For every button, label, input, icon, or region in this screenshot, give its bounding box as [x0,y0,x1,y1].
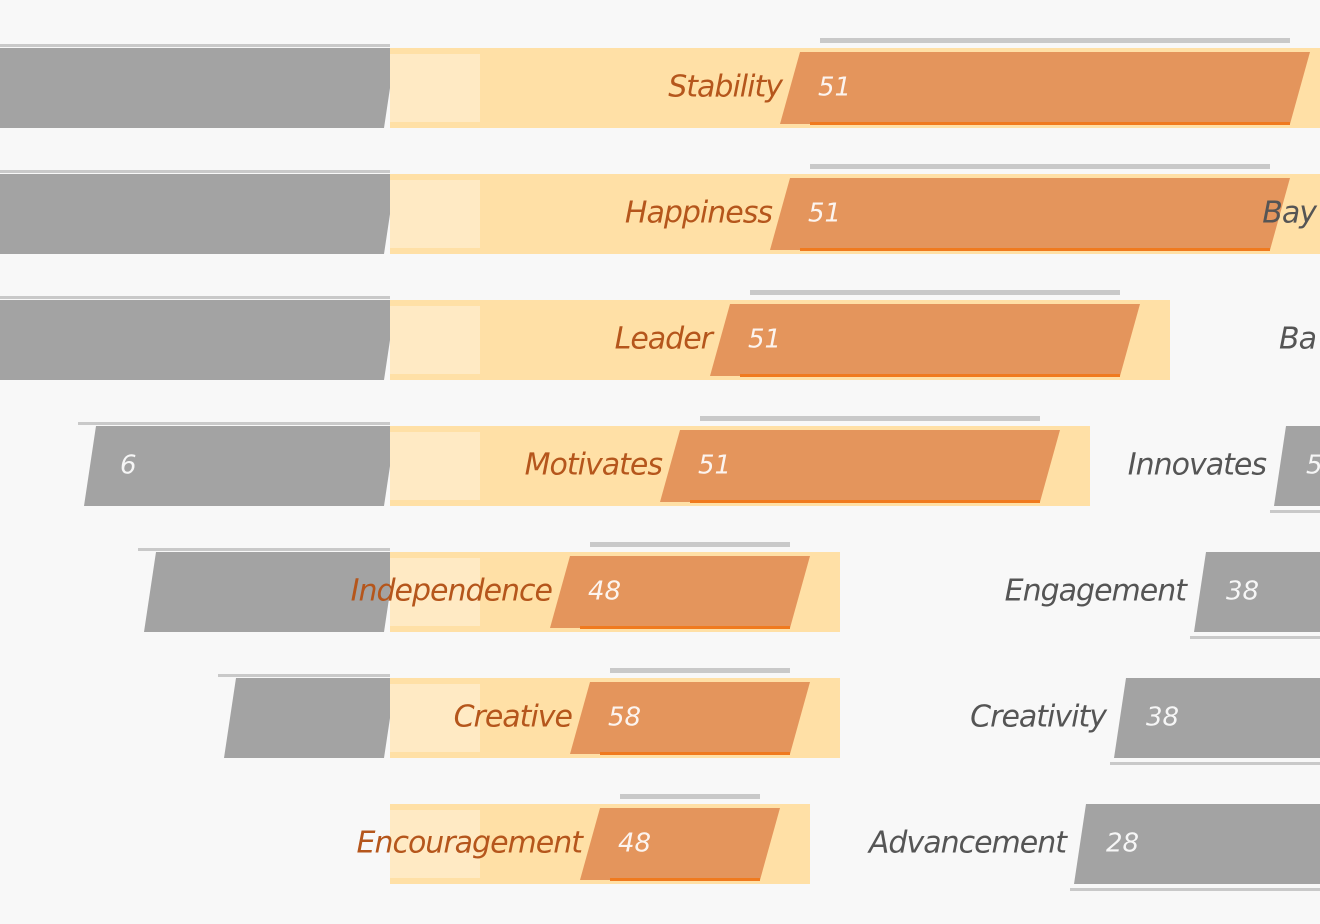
band-highlight [390,810,480,878]
orange-bar [570,682,810,754]
orange-bar-edge [690,500,1040,503]
left-bar [0,300,396,380]
orange-bar-shadow [620,794,760,799]
orange-bar-percent: 51 [808,199,841,229]
left-bar-shadow [218,674,390,677]
band-highlight [390,684,480,752]
left-bar-percent: 6 [120,451,137,481]
right-bar-label: Ba [1279,322,1316,357]
orange-bar [780,52,1310,124]
orange-bar-shadow [610,668,790,673]
orange-bar-label: Stability [668,70,784,105]
orange-bar-edge [800,248,1270,251]
orange-bar [550,556,810,628]
orange-bar-percent: 51 [818,73,851,103]
orange-bar-edge [610,878,760,881]
left-bar-shadow [138,548,390,551]
right-bar-percent: 38 [1226,577,1259,607]
left-bar [0,174,396,254]
band-highlight [390,306,480,374]
left-bar-shadow [78,422,390,425]
orange-bar-shadow [810,164,1270,169]
orange-bar-shadow [820,38,1290,43]
orange-bar-edge [600,752,790,755]
left-bar [84,426,396,506]
band-highlight [390,432,480,500]
right-bar-label: Innovates [1128,448,1267,483]
orange-bar-percent: 48 [588,577,621,607]
band-highlight [390,180,480,248]
right-bar [1114,678,1320,758]
orange-bar-percent: 58 [608,703,641,733]
left-bar-shadow [0,170,390,173]
orange-bar-shadow [750,290,1120,295]
right-bar [1074,804,1320,884]
right-bar-label: Bay [1262,196,1318,231]
orange-bar-edge [740,374,1120,377]
orange-bar-percent: 48 [618,829,651,859]
right-bar-percent: 5 [1306,451,1320,481]
right-bar-shadow [1110,762,1320,765]
band-highlight [390,54,480,122]
right-bar-shadow [1190,636,1320,639]
right-bar-label: Advancement [867,826,1068,861]
orange-bar [770,178,1290,250]
left-bar-shadow [0,296,390,299]
orange-bar-label: Encouragement [356,826,584,861]
orange-bar [580,808,780,880]
right-bar-shadow [1070,888,1320,891]
orange-bar-label: Creative [454,700,573,735]
right-bar-label: Creativity [970,700,1108,735]
orange-bar-edge [580,626,790,629]
orange-bar-shadow [590,542,790,547]
left-bar-shadow [0,44,390,47]
left-bar [0,48,396,128]
orange-bar-shadow [700,416,1040,421]
left-bar [144,552,396,632]
right-bar [1274,426,1320,506]
orange-bar-label: Happiness [625,196,772,231]
band-highlight [390,558,480,626]
right-bar [1194,552,1320,632]
right-bar-percent: 38 [1146,703,1179,733]
orange-bar [710,304,1140,376]
right-bar-label: Engagement [1005,574,1189,609]
right-bar-shadow [1270,510,1320,513]
orange-bar-label: Leader [615,322,715,357]
orange-bar-percent: 51 [748,325,781,355]
orange-bar-percent: 51 [698,451,731,481]
orange-bar-label: Independence [351,574,553,609]
orange-bar-label: Motivates [525,448,663,483]
orange-bar-edge [810,122,1290,125]
right-bar-percent: 28 [1106,829,1139,859]
left-bar [224,678,396,758]
orange-bar [660,430,1060,502]
